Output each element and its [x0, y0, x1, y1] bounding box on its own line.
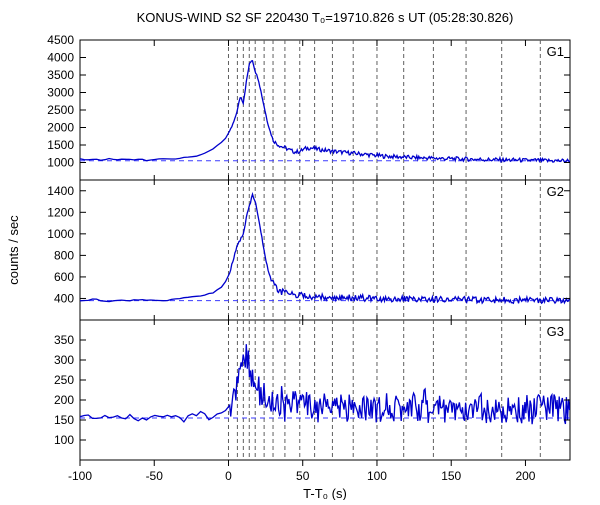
- panel-label: G2: [547, 184, 564, 199]
- xtick-label: 100: [367, 469, 387, 483]
- panel-label: G3: [547, 324, 564, 339]
- ytick-label: 3500: [47, 68, 74, 82]
- ytick-label: 250: [54, 373, 74, 387]
- panel-label: G1: [547, 44, 564, 59]
- xtick-label: 50: [296, 469, 310, 483]
- ytick-label: 600: [54, 270, 74, 284]
- ytick-label: 400: [54, 291, 74, 305]
- xtick-label: 0: [225, 469, 232, 483]
- ytick-label: 4000: [47, 51, 74, 65]
- ytick-label: 1500: [47, 138, 74, 152]
- ytick-label: 1000: [47, 227, 74, 241]
- x-axis-label: T-T₀ (s): [303, 486, 347, 500]
- xtick-label: -50: [146, 469, 164, 483]
- ytick-label: 3000: [47, 86, 74, 100]
- ytick-label: 1200: [47, 205, 74, 219]
- ytick-label: 200: [54, 393, 74, 407]
- xtick-label: -100: [68, 469, 92, 483]
- xtick-label: 150: [441, 469, 461, 483]
- ytick-label: 350: [54, 333, 74, 347]
- ytick-label: 150: [54, 413, 74, 427]
- chart-svg: KONUS-WIND S2 SF 220430 T₀=19710.826 s U…: [0, 0, 600, 500]
- chart-container: KONUS-WIND S2 SF 220430 T₀=19710.826 s U…: [0, 0, 600, 500]
- chart-title: KONUS-WIND S2 SF 220430 T₀=19710.826 s U…: [137, 10, 514, 25]
- ytick-label: 100: [54, 433, 74, 447]
- ytick-label: 300: [54, 353, 74, 367]
- ytick-label: 2500: [47, 103, 74, 117]
- y-axis-label: counts / sec: [6, 215, 21, 285]
- ytick-label: 1400: [47, 184, 74, 198]
- ytick-label: 800: [54, 248, 74, 262]
- ytick-label: 2000: [47, 121, 74, 135]
- ytick-label: 4500: [47, 33, 74, 47]
- ytick-label: 1000: [47, 156, 74, 170]
- xtick-label: 200: [515, 469, 535, 483]
